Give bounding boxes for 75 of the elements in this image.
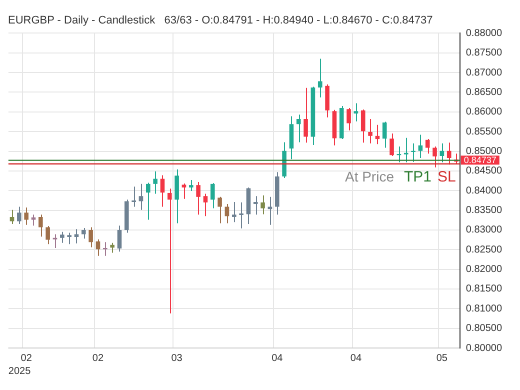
candlestick [239, 202, 244, 229]
candlestick [210, 182, 215, 209]
candlestick [82, 227, 86, 240]
candlestick [304, 87, 308, 144]
candlestick [432, 146, 437, 168]
ref-line-label: SL [437, 168, 456, 186]
y-tick-label: 0.84500 [466, 166, 502, 177]
x-tick-label: 05 [436, 352, 448, 364]
y-tick-label: 0.83500 [466, 205, 502, 216]
y-tick-label: 0.83000 [466, 224, 502, 236]
candlestick [268, 196, 272, 226]
candlestick [117, 225, 122, 252]
y-tick-label: 0.85000 [466, 146, 502, 157]
candlestick [440, 142, 444, 163]
text: 2025 [8, 366, 32, 377]
candlestick [354, 102, 358, 122]
candlestick [88, 226, 93, 248]
candlestick [138, 183, 144, 210]
candlestick [411, 142, 416, 162]
candlestick [110, 242, 114, 254]
candlestick [146, 182, 150, 220]
candlestick [196, 181, 200, 216]
x-tick-label: 02 [92, 352, 104, 364]
y-tick-label: 0.82500 [466, 244, 502, 256]
y-tick-label: 0.82000 [466, 264, 502, 276]
candlestick [46, 226, 50, 245]
text: 0.84737 [464, 155, 496, 166]
y-tick-label: 0.80000 [466, 342, 502, 354]
x-tick-label: 04 [350, 352, 362, 364]
ref-line-label: TP1 [404, 168, 432, 186]
y-tick-label: 0.87500 [466, 48, 502, 59]
y-tick-label: 0.88000 [466, 28, 502, 39]
candlestick [132, 186, 136, 208]
candlestick [346, 107, 351, 131]
candlestick [17, 206, 22, 225]
candlestick [232, 202, 236, 223]
candlestick [224, 203, 230, 224]
y-tick-label: 0.86500 [466, 86, 502, 98]
y-tick-label: 0.87000 [466, 67, 502, 78]
candlestick [418, 134, 423, 158]
candlestick [167, 188, 172, 314]
y-tick-label: 0.84000 [466, 185, 502, 196]
y-tick-label: 0.86000 [466, 106, 502, 118]
candlestick [260, 194, 265, 215]
x-tick-label: 02 [20, 352, 32, 364]
x-tick-label: 04 [272, 352, 284, 364]
candlestick [390, 133, 394, 156]
candlestick [67, 232, 72, 245]
candlestick [318, 58, 322, 98]
candlestick [38, 214, 43, 238]
y-tick-label: 0.80500 [466, 323, 502, 334]
candlestick [160, 174, 165, 208]
candlestick [188, 179, 194, 192]
candlestick [368, 118, 372, 144]
candlestick [253, 196, 258, 216]
candlestick [103, 242, 108, 256]
candlestick [153, 170, 158, 194]
candlestick [182, 183, 186, 200]
candlestick [24, 207, 28, 226]
candlestick [404, 137, 408, 163]
candlestick [10, 209, 14, 225]
candlestick [360, 109, 366, 144]
candlestick [382, 121, 387, 148]
annotation: At Price [344, 168, 394, 185]
candlestick [203, 193, 208, 217]
candlestick [60, 231, 64, 244]
y-tick-label: 0.81500 [466, 284, 502, 295]
x-tick-label: 03 [171, 352, 183, 364]
y-tick-label: 0.81000 [466, 303, 502, 314]
candlestick [218, 196, 222, 224]
y-tick-label: 0.85500 [466, 126, 502, 138]
candlestick [446, 142, 452, 166]
candlestick [296, 114, 301, 143]
chart-title: EURGBP - Daily - Candlestick 63/63 - O:0.84791 - H:0.84940 - L:0.84670 - C:0.84737 [8, 14, 433, 27]
candlestick [425, 138, 430, 154]
